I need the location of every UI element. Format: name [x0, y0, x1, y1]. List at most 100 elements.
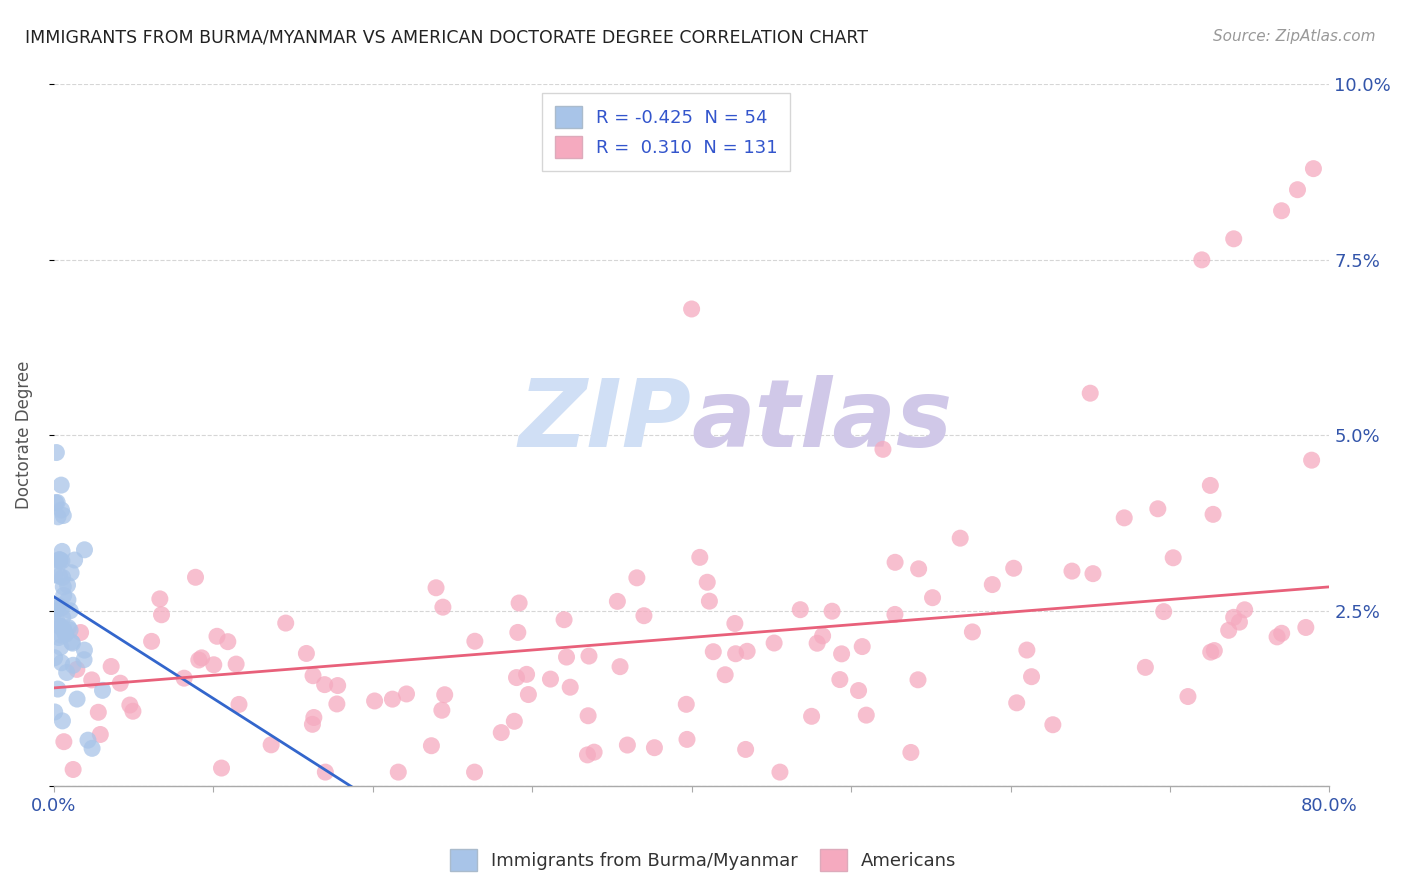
Point [540, 672, 562, 686]
Point [173, 671, 195, 685]
Point [58, 621, 80, 635]
Point [52, 734, 75, 748]
Legend: R = -0.425  N = 54, R =  0.310  N = 131: R = -0.425 N = 54, R = 0.310 N = 131 [541, 94, 790, 171]
Point [763, 636, 786, 650]
Point [395, 687, 418, 701]
Point [578, 649, 600, 664]
Point [73, 653, 96, 667]
Point [430, 703, 453, 717]
Point [59, 604, 82, 618]
Point [73, 542, 96, 557]
Point [45, 445, 67, 459]
Point [1021, 670, 1043, 684]
Point [1042, 717, 1064, 731]
Point [49, 554, 72, 568]
Point [789, 603, 811, 617]
Point [626, 571, 648, 585]
Point [80, 673, 103, 687]
Point [69, 625, 91, 640]
Point [699, 594, 721, 608]
Point [326, 679, 349, 693]
Point [1204, 643, 1226, 657]
Point [420, 739, 443, 753]
Point [110, 676, 132, 690]
Point [118, 698, 141, 712]
Point [811, 629, 834, 643]
Point [851, 640, 873, 654]
Point [981, 577, 1004, 591]
Point [149, 591, 172, 606]
Point [828, 673, 851, 687]
Point [1202, 508, 1225, 522]
Point [52, 570, 75, 584]
Point [907, 673, 929, 687]
Point [1222, 232, 1244, 246]
Point [464, 634, 486, 648]
Point [1060, 564, 1083, 578]
Point [1218, 624, 1240, 638]
Point [821, 604, 844, 618]
Point [66, 692, 89, 706]
Point [45, 614, 67, 628]
Point [1270, 203, 1292, 218]
Point [326, 697, 349, 711]
Point [921, 591, 943, 605]
Point [1265, 630, 1288, 644]
Point [260, 738, 283, 752]
Point [141, 634, 163, 648]
Point [48, 553, 70, 567]
Point [66, 662, 89, 676]
Y-axis label: Doctorate Degree: Doctorate Degree [15, 361, 32, 509]
Point [46, 509, 69, 524]
Point [122, 704, 145, 718]
Point [73, 643, 96, 657]
Point [1153, 605, 1175, 619]
Point [583, 745, 606, 759]
Point [735, 644, 758, 658]
Point [49, 640, 72, 655]
Point [51, 714, 73, 728]
Point [724, 647, 747, 661]
Point [190, 651, 212, 665]
Point [184, 570, 207, 584]
Point [77, 733, 100, 747]
Point [187, 653, 209, 667]
Point [714, 667, 737, 681]
Point [48, 552, 70, 566]
Point [643, 740, 665, 755]
Point [45, 496, 67, 510]
Text: Source: ZipAtlas.com: Source: ZipAtlas.com [1212, 29, 1375, 44]
Point [217, 634, 239, 648]
Point [51, 656, 73, 670]
Point [91, 683, 114, 698]
Point [506, 625, 529, 640]
Point [52, 580, 75, 594]
Point [1199, 645, 1222, 659]
Point [724, 616, 747, 631]
Point [49, 619, 72, 633]
Point [202, 657, 225, 672]
Point [553, 613, 575, 627]
Point [576, 708, 599, 723]
Point [633, 608, 655, 623]
Point [1286, 183, 1309, 197]
Point [44, 604, 66, 618]
Point [51, 503, 73, 517]
Point [676, 732, 699, 747]
Point [505, 671, 527, 685]
Point [1146, 501, 1168, 516]
Point [1081, 566, 1104, 581]
Point [381, 692, 404, 706]
Point [53, 625, 76, 640]
Point [387, 765, 409, 780]
Point [60, 566, 83, 580]
Point [681, 301, 703, 316]
Point [900, 746, 922, 760]
Legend: Immigrants from Burma/Myanmar, Americans: Immigrants from Burma/Myanmar, Americans [443, 842, 963, 879]
Point [962, 624, 984, 639]
Point [51, 478, 73, 492]
Point [800, 709, 823, 723]
Point [44, 705, 66, 719]
Point [606, 594, 628, 608]
Point [55, 665, 77, 680]
